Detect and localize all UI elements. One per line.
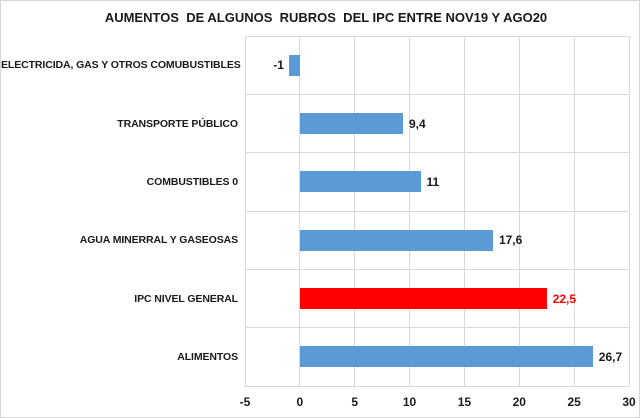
gridline-horizontal <box>245 268 629 270</box>
gridline-horizontal <box>245 35 629 37</box>
gridline-horizontal <box>245 93 629 95</box>
bar <box>299 288 547 309</box>
category-label: ALIMENTOS <box>177 350 238 363</box>
category-label: AGUA MINERRAL Y GASEOSAS <box>79 234 238 247</box>
bar <box>288 54 300 76</box>
gridline-horizontal <box>245 152 629 154</box>
chart-title: AUMENTOS DE ALGUNOS RUBROS DEL IPC ENTRE… <box>104 10 548 25</box>
x-axis-tick-label: 15 <box>457 395 472 409</box>
gridline-horizontal <box>245 327 629 329</box>
category-label: ELECTRICIDA, GAS Y OTROS COMUBUSTIBLES <box>1 59 241 72</box>
bar-value-label: -1 <box>273 58 284 73</box>
category-label: COMBUSTIBLES 0 <box>146 175 238 188</box>
x-axis-tick-label: 25 <box>567 395 581 409</box>
bar-value-label: 22,5 <box>552 291 577 306</box>
bar-value-label: 26,7 <box>598 349 623 364</box>
bar-value-label: 9,4 <box>408 116 426 131</box>
x-axis-tick-label: 20 <box>512 395 526 409</box>
gridline-horizontal <box>245 210 629 212</box>
x-axis-tick-label: 30 <box>622 395 636 409</box>
x-axis-tick-label: 0 <box>296 395 304 409</box>
gridline-vertical <box>628 36 630 386</box>
bar-value-label: 11 <box>426 174 440 189</box>
bar <box>299 229 493 251</box>
category-label: TRANSPORTE PÚBLICO <box>117 117 238 130</box>
bar <box>299 171 421 193</box>
x-axis-tick-label: 10 <box>402 395 417 409</box>
x-axis-tick-label: -5 <box>239 395 251 409</box>
bar <box>299 346 593 368</box>
bar-value-label: 17,6 <box>498 233 523 248</box>
gridline-horizontal <box>245 385 629 387</box>
x-axis-tick-label: 5 <box>351 395 359 409</box>
bar <box>299 113 403 134</box>
category-label: IPC NIVEL GENERAL <box>134 292 238 305</box>
